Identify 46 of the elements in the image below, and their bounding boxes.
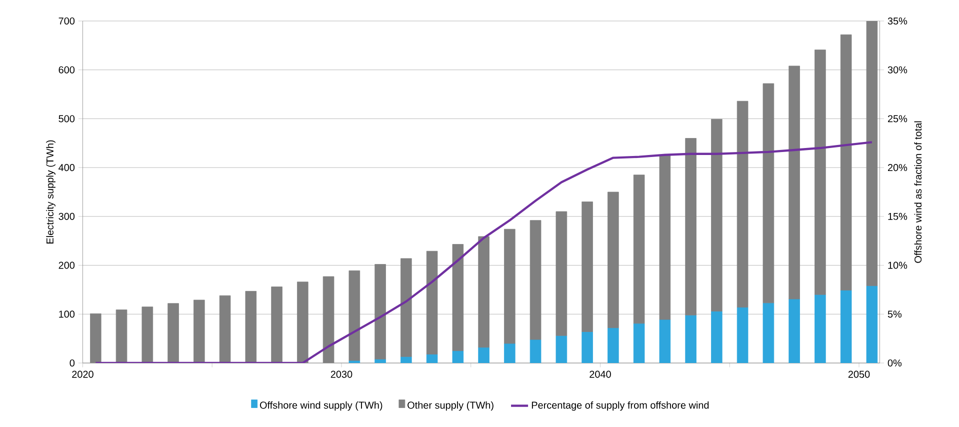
- y2-tick-label: 10%: [888, 262, 908, 269]
- legend-label: Percentage of supply from offshore wind: [532, 401, 709, 411]
- bar: [608, 192, 619, 328]
- bar: [530, 220, 542, 340]
- x-tick-label: 2020: [72, 370, 94, 378]
- legend-label: Offshore wind supply (TWh): [260, 401, 382, 411]
- bar: [685, 138, 696, 316]
- bar: [582, 202, 593, 332]
- y2-tick-label: 20%: [888, 164, 908, 172]
- bar: [866, 20, 878, 286]
- legend-label: Other supply (TWh): [408, 401, 494, 411]
- bar: [426, 250, 438, 354]
- bar: [504, 228, 516, 344]
- bar: [736, 100, 748, 308]
- bar: [762, 83, 774, 304]
- y-tick-label: 400: [58, 164, 75, 172]
- bar: [374, 264, 386, 360]
- y2-tick-label: 0%: [888, 359, 902, 367]
- bar: [556, 211, 568, 336]
- y2-tick-label: 15%: [888, 212, 908, 220]
- y2-tick-label: 25%: [888, 115, 908, 122]
- bar: [478, 236, 490, 348]
- bar: [788, 66, 800, 300]
- y-tick-label: 300: [58, 212, 75, 220]
- bar: [659, 154, 671, 320]
- bar: [814, 50, 826, 295]
- bar: [452, 244, 464, 351]
- x-tick-label: 2030: [330, 370, 352, 378]
- y-tick-label: 700: [58, 17, 75, 25]
- x-tick-label: 2040: [590, 370, 611, 378]
- y2-tick-label: 35%: [888, 17, 908, 25]
- y-axis-title: Electricity supply (TWh): [46, 140, 56, 244]
- bar: [348, 270, 360, 361]
- bar: [711, 119, 722, 312]
- bar: [400, 258, 412, 357]
- y-tick-label: 100: [59, 310, 75, 318]
- bar: [840, 34, 852, 290]
- y-tick-label: 500: [58, 115, 75, 122]
- y2-tick-label: 30%: [888, 66, 908, 74]
- y-tick-label: 200: [58, 262, 75, 269]
- y-tick-label: 0: [70, 359, 75, 367]
- y2-tick-label: 5%: [888, 310, 902, 318]
- x-tick-label: 2050: [848, 370, 870, 378]
- y-tick-label: 600: [58, 66, 75, 74]
- bar: [633, 174, 645, 324]
- y2-axis-title: Offshore wind as fraction of total: [914, 121, 922, 263]
